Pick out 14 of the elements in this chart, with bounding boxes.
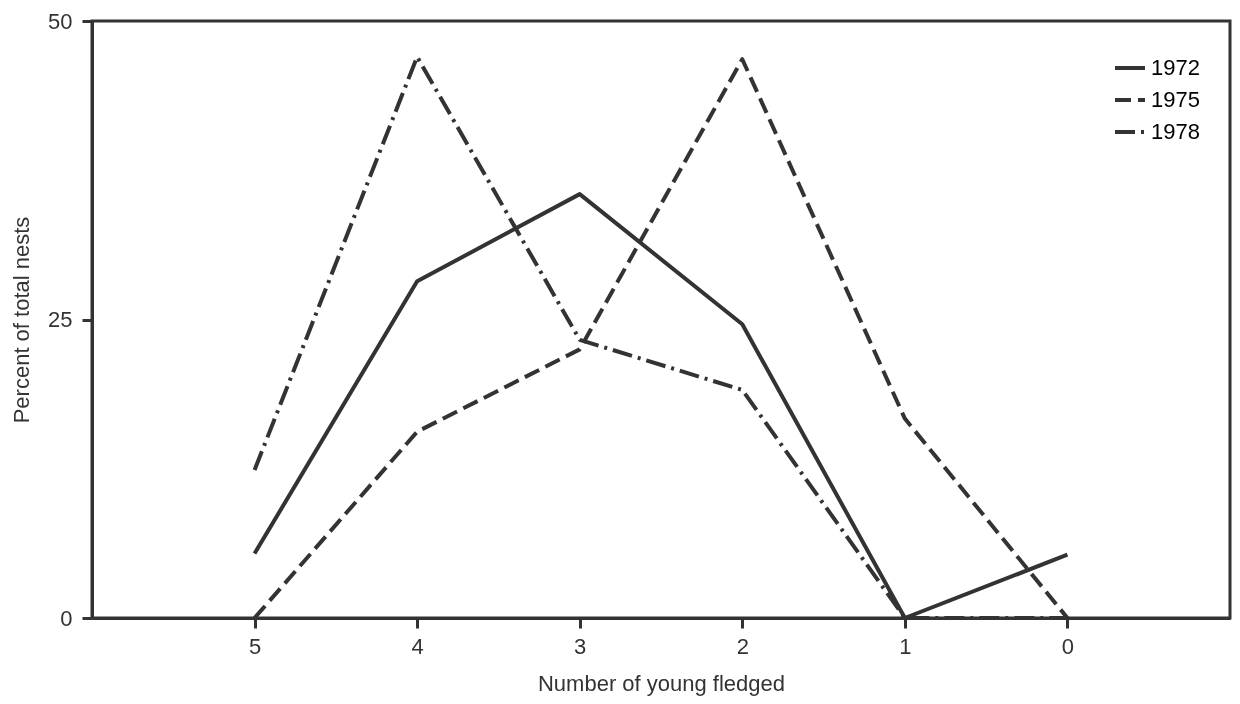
x-tick-label: 1 xyxy=(899,633,912,659)
legend-label: 1978 xyxy=(1151,119,1200,144)
x-tick-label: 2 xyxy=(736,633,749,659)
x-tick-label: 4 xyxy=(411,633,424,659)
y-tick-label: 25 xyxy=(48,307,73,332)
x-tick-label: 3 xyxy=(574,633,587,659)
x-axis-title: Number of young fledged xyxy=(537,670,786,696)
x-tick-label: 0 xyxy=(1061,633,1075,659)
x-tick-label: 5 xyxy=(248,633,262,659)
legend-label: 1975 xyxy=(1151,87,1200,112)
y-tick-label: 0 xyxy=(60,605,73,631)
y-tick-label: 50 xyxy=(48,8,73,34)
y-axis-title: Percent of total nests xyxy=(9,216,35,424)
legend-label: 1972 xyxy=(1151,55,1200,80)
